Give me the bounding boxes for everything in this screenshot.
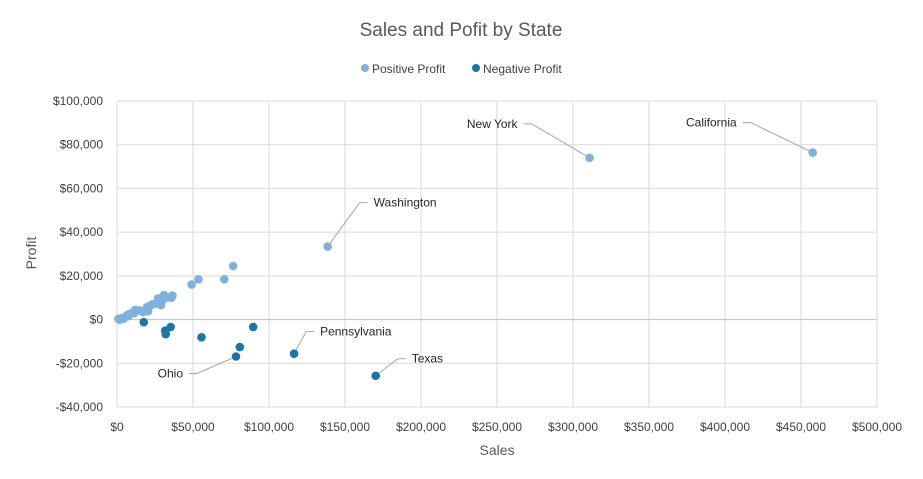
legend-item: Negative Profit [472,62,562,76]
y-axis-ticks: -$40,000 -$20,000 $0 $20,000 $40,000 $60,000 $… [53,94,103,414]
y-tick-label: $80,000 [60,138,104,152]
legend-marker [361,64,369,72]
chart-title: Sales and Pofit by State [360,20,563,41]
annotation-label: Washington [374,196,437,210]
data-point [323,242,332,251]
y-tick-label: -$40,000 [56,400,104,414]
x-tick-label: $450,000 [776,420,826,434]
data-point [139,317,149,327]
annotation-label: Pennsylvania [320,325,392,339]
x-axis-ticks: $0 $50,000 $100,000 $150,000 $200,000 $250,00… [110,420,902,434]
x-tick-label: $150,000 [320,420,370,434]
data-point [585,153,594,163]
legend: Positive Profit Negative Profit [361,62,562,76]
y-tick-label: $20,000 [60,269,104,283]
data-point [197,332,206,342]
annotation-leader [375,358,406,377]
annotation-label: Texas [412,352,443,366]
x-tick-label: $400,000 [700,420,750,434]
data-point [231,352,241,361]
data-point [248,322,258,332]
x-tick-label: $300,000 [548,420,598,434]
y-tick-label: -$20,000 [56,356,104,370]
annotation-leaders [189,122,813,377]
data-point [808,148,818,157]
data-point [289,349,299,358]
legend-item: Positive Profit [361,62,446,76]
x-tick-label: $0 [110,420,124,434]
data-point [161,329,171,339]
x-tick-label: $50,000 [171,420,215,434]
data-point [115,315,125,325]
data-point [235,342,245,352]
annotation-label: Ohio [158,367,184,381]
gridlines [116,100,878,408]
legend-label: Negative Profit [483,62,562,76]
data-points [114,148,818,381]
annotation-leader [189,356,237,375]
data-point [371,371,381,381]
data-point [187,280,196,289]
x-tick-label: $250,000 [472,420,522,434]
y-tick-label: $40,000 [60,225,104,239]
data-point [228,261,238,271]
x-tick-label: $100,000 [244,420,294,434]
annotation-leader [327,202,368,247]
data-point [194,275,203,284]
x-axis-title: Sales [479,442,514,458]
legend-marker [472,64,480,72]
annotation-leader [293,331,315,354]
legend-label: Positive Profit [372,62,446,76]
x-tick-label: $350,000 [624,420,674,434]
annotations: California New York Washington Pennsylvania… [158,116,737,381]
y-tick-label: $100,000 [53,94,103,108]
y-tick-label: $60,000 [60,181,104,195]
annotation-leader [742,122,813,154]
annotation-label: California [686,116,737,130]
x-tick-label: $200,000 [396,420,446,434]
x-tick-label: $500,000 [852,420,902,434]
y-axis-title: Profit [23,237,39,270]
data-point [220,275,229,284]
annotation-leader [523,123,590,159]
annotation-label: New York [467,117,519,131]
y-tick-label: $0 [90,313,104,327]
